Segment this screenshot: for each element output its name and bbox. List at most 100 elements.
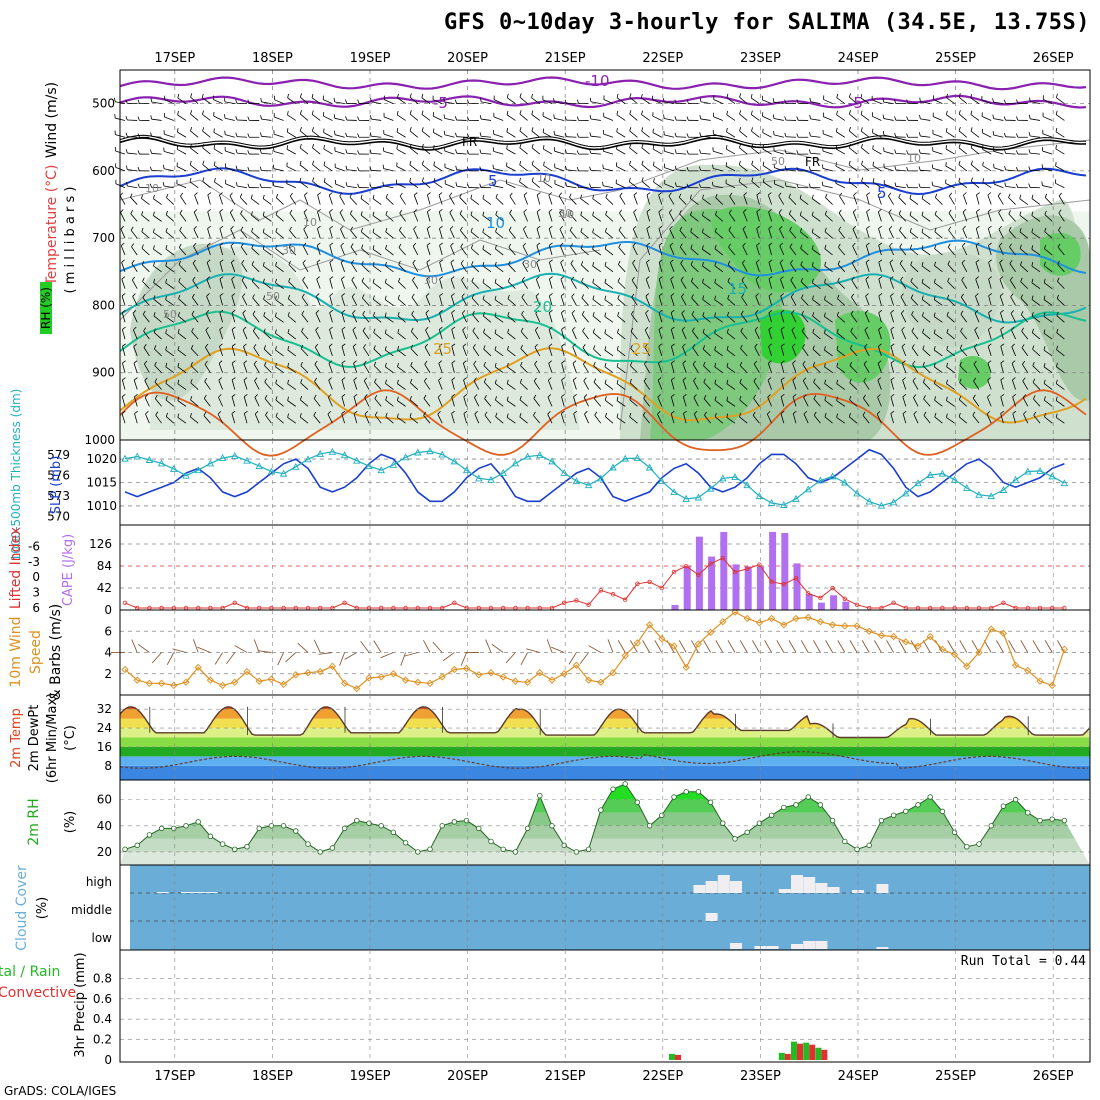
wind-barb-flag <box>421 127 424 132</box>
wind-barb <box>921 198 931 205</box>
wind-barb-flag <box>410 378 413 383</box>
wind-barb-flag <box>385 261 387 266</box>
rh-marker <box>244 843 250 850</box>
wind-barb-flag <box>264 378 267 383</box>
wind-barb-flag <box>275 346 277 351</box>
wind-barb-flag <box>473 360 477 365</box>
wind-barb <box>1012 396 1016 407</box>
wind-barb-flag <box>451 309 455 313</box>
wind-barb-flag <box>521 293 525 298</box>
wind-barb <box>288 247 297 256</box>
wind-barb <box>581 281 589 289</box>
wind-speed-marker <box>816 618 825 626</box>
wind-barb-flag <box>1012 394 1016 398</box>
wind-barb-flag <box>958 126 961 132</box>
wind-barb <box>682 346 687 357</box>
wind-barb-flag <box>202 177 205 182</box>
wind-barb-flag <box>946 311 949 316</box>
date-label-top: 17SEP <box>154 51 195 66</box>
wind-barb <box>947 247 955 256</box>
wind-barb <box>533 415 541 424</box>
wind-barb-flag <box>888 225 893 230</box>
wind-barb <box>275 214 284 222</box>
lifted-index-marker <box>891 600 896 606</box>
wind-barb-flag <box>645 276 650 280</box>
pressure-axis-label: ( m i l l i b a r s ) <box>63 187 78 294</box>
wind-barb-flag <box>412 242 417 247</box>
wind-barb <box>861 181 870 189</box>
wind-barb-flag <box>792 360 796 364</box>
wind-barb <box>481 101 492 105</box>
wind-barb-flag <box>1056 362 1058 367</box>
wind-barb-flag <box>890 293 894 297</box>
wind-barb-flag <box>848 126 851 132</box>
wind-barb <box>988 295 992 306</box>
wind-barb <box>676 185 687 189</box>
wind-barb <box>849 382 858 390</box>
wind-barb-flag <box>531 160 534 165</box>
wind-barb <box>397 349 406 357</box>
wind-barb-flag <box>323 178 326 183</box>
lifted-index-marker <box>720 555 725 561</box>
wind-barb-flag <box>751 177 754 182</box>
wind-barb <box>323 181 333 189</box>
wind-barb-flag <box>372 194 375 199</box>
rh-marker <box>354 817 360 824</box>
wind-barb <box>253 347 260 357</box>
wind-barb-flag <box>1057 243 1061 248</box>
wind-barb-flag <box>852 242 856 247</box>
wind-barb <box>590 101 601 105</box>
wind-barb-flag <box>329 309 334 313</box>
wind-barb-flag <box>176 145 179 150</box>
wind-barb-flag <box>341 377 346 381</box>
wind-barb <box>531 97 541 104</box>
wind-barb-flag <box>399 192 403 197</box>
wind-speed-marker <box>1011 661 1020 669</box>
wind-barb <box>726 349 736 357</box>
wind-barb-flag <box>454 116 457 121</box>
wind-barb-flag <box>756 209 761 213</box>
wind-barb-flag <box>409 110 412 115</box>
wind-barb <box>471 297 480 306</box>
wind-barb <box>678 640 687 653</box>
wind-barb <box>837 640 846 653</box>
wind-barb <box>491 643 504 653</box>
wind-barb-flag <box>190 93 193 98</box>
wind-barb <box>871 99 882 105</box>
wind-barb-flag <box>144 360 148 365</box>
wind-barb-flag <box>616 110 619 115</box>
thickness-marker <box>548 457 556 465</box>
wind-barb <box>751 130 760 138</box>
wind-barb <box>1022 364 1029 373</box>
wind-barb <box>993 101 1004 105</box>
wind-barb-flag <box>549 293 553 297</box>
wind-barb-flag <box>1000 360 1005 364</box>
wind-barb-flag <box>970 143 973 148</box>
wind-barb-flag <box>945 144 948 150</box>
wind-barb <box>1044 197 1053 205</box>
wind-barb <box>351 296 358 306</box>
wind-speed-marker <box>438 673 446 681</box>
wind-barb <box>341 295 345 306</box>
wind-barb-flag <box>865 259 870 263</box>
wind-barb-flag <box>288 277 291 282</box>
wind-barb-flag <box>813 378 816 383</box>
wind-barb-flag <box>460 259 464 264</box>
wind-barb <box>127 185 138 189</box>
slp-line <box>124 448 1065 503</box>
wind-barb <box>629 113 638 121</box>
wind-barb <box>768 346 772 357</box>
wind-barb-flag <box>910 261 913 266</box>
wind-barb-flag <box>860 127 863 132</box>
wind-barb <box>932 185 943 189</box>
wind-barb-flag <box>177 362 180 367</box>
wind-barb <box>275 231 284 239</box>
wind-barb <box>642 415 650 424</box>
thickness-marker <box>1036 466 1044 474</box>
wind-barb <box>780 346 785 357</box>
wind-barb-flag <box>750 93 753 99</box>
wind-barb <box>312 164 321 172</box>
wind-barb-flag <box>547 410 551 415</box>
wind-barb-flag <box>768 293 773 297</box>
wind-barb <box>646 245 650 256</box>
